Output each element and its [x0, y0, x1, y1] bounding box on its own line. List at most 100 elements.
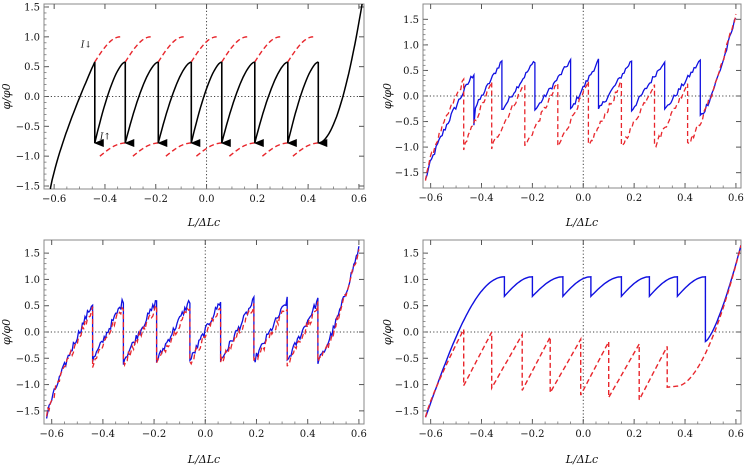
x-tick-label: 0.0	[575, 193, 591, 204]
x-tick-label: −0.4	[469, 193, 493, 204]
y-tick-label: −0.5	[16, 122, 40, 133]
series-branch-solid	[157, 61, 192, 144]
series-unstable-lower	[132, 142, 159, 157]
y-tick-label: 0.0	[403, 328, 419, 339]
y-tick-label: 1.0	[24, 32, 40, 43]
series-branch-solid	[49, 61, 96, 189]
x-tick-label: 0.2	[626, 193, 642, 204]
y-tick-label: −1.5	[16, 182, 40, 193]
series-unstable-upper	[221, 36, 248, 63]
y-tick-label: 1.5	[24, 249, 40, 260]
series-unstable-lower	[261, 142, 288, 157]
x-axis-label: L/ΔLc	[187, 216, 220, 229]
y-tick-label: 0.0	[24, 328, 40, 339]
y-axis-label: φ/φ0	[381, 83, 394, 109]
y-tick-label: 0.0	[24, 92, 40, 103]
x-tick-label: 0.0	[199, 194, 215, 205]
panel-top-right: −0.6 −0.4 −0.2 0.0 0.2 0.4 0.6 −1.5 −1.0 −0.5 0.0 0…	[381, 3, 744, 229]
x-tick-label: 0.2	[249, 429, 265, 440]
y-tick-label: −1.0	[395, 143, 419, 154]
y-tick-label: 0.5	[403, 301, 419, 312]
y-tick-label: 1.0	[403, 40, 419, 51]
series-unstable-lower	[195, 142, 222, 157]
series-unstable-lower	[292, 142, 319, 157]
series-unstable-lower	[99, 142, 126, 157]
series-increasing-sweep	[45, 246, 360, 419]
y-tick-label: 1.5	[24, 2, 40, 13]
y-tick-label: −0.5	[395, 117, 419, 128]
x-tick-label: 0.4	[677, 429, 693, 440]
y-tick-label: −1.5	[16, 406, 40, 417]
x-tick-label: −0.2	[520, 193, 544, 204]
y-tick-label: −0.5	[16, 354, 40, 365]
x-axis-label: L/ΔLc	[187, 453, 220, 466]
series-branch-solid	[124, 61, 159, 144]
x-tick-label: 0.4	[300, 194, 316, 205]
y-axis-label: φ/φ0	[0, 319, 13, 345]
y-tick-label: 0.5	[24, 301, 40, 312]
y-tick-label: −1.5	[395, 168, 419, 179]
x-tick-label: 0.4	[677, 193, 693, 204]
series-branch-solid	[190, 61, 223, 144]
y-tick-label: 0.0	[403, 92, 419, 103]
x-tick-label: −0.6	[42, 194, 66, 205]
x-tick-label: 0.6	[351, 194, 367, 205]
series-decreasing-sweep	[424, 13, 737, 181]
y-tick-label: −0.5	[395, 354, 419, 365]
x-tick-label: 0.0	[197, 429, 213, 440]
x-tick-label: −0.6	[418, 429, 442, 440]
y-tick-label: −1.0	[16, 152, 40, 163]
y-tick-label: 1.5	[403, 15, 419, 26]
series-decreasing-sweep	[45, 249, 360, 417]
x-tick-label: 0.0	[575, 429, 591, 440]
y-tick-label: −1.0	[395, 380, 419, 391]
annotation-i-up: I↑	[99, 132, 111, 142]
x-tick-label: 0.6	[728, 193, 744, 204]
series-branch-solid	[94, 61, 126, 144]
x-tick-label: −0.4	[91, 429, 115, 440]
x-tick-label: −0.2	[144, 194, 168, 205]
panel-bottom-right: −0.6 −0.4 −0.2 0.0 0.2 0.4 0.6 −1.5 −1.0 −0.5 0.0 0…	[381, 239, 744, 466]
panel-bottom-left: −0.6 −0.4 −0.2 0.0 0.2 0.4 0.6 −1.5 −1.0 −0.5 0.0 0…	[0, 239, 367, 466]
series-unstable-upper	[157, 36, 184, 63]
series-unstable-upper	[287, 36, 314, 63]
x-axis-label: L/ΔLc	[565, 453, 598, 466]
x-tick-label: −0.6	[40, 429, 64, 440]
x-tick-label: −0.6	[418, 193, 442, 204]
y-tick-label: 1.0	[403, 275, 419, 286]
y-tick-label: 1.5	[403, 249, 419, 260]
y-tick-label: 1.0	[24, 275, 40, 286]
y-axis-label: φ/φ0	[381, 319, 394, 345]
x-tick-label: 0.2	[626, 429, 642, 440]
x-tick-label: 0.4	[300, 429, 316, 440]
series-unstable-lower	[165, 142, 192, 157]
y-tick-label: 0.5	[24, 62, 40, 73]
y-axis-label: φ/φ0	[0, 83, 13, 109]
series-branch-solid	[221, 61, 256, 144]
series-increasing-sweep	[424, 245, 741, 418]
series-branch-solid	[287, 61, 319, 144]
series-decreasing-sweep	[424, 245, 741, 418]
x-tick-label: −0.4	[93, 194, 117, 205]
series-branch-solid	[318, 4, 363, 144]
y-tick-label: 0.5	[403, 66, 419, 77]
series-increasing-sweep	[424, 17, 737, 180]
panel-top-left: −0.6 −0.4 −0.2 0.0 0.2 0.4 0.6 −1.5 −1.0 −0.5 0.0 0…	[0, 2, 367, 229]
y-tick-label: −1.5	[395, 406, 419, 417]
series-unstable-upper	[124, 36, 151, 63]
y-tick-label: −1.0	[16, 380, 40, 391]
x-tick-label: −0.2	[142, 429, 166, 440]
annotation-i-down: I↓	[80, 41, 92, 51]
x-tick-label: 0.6	[351, 429, 367, 440]
x-tick-label: 0.6	[728, 429, 744, 440]
series-unstable-lower	[228, 142, 255, 157]
series-unstable-upper	[190, 36, 217, 63]
x-tick-label: 0.2	[249, 194, 265, 205]
series-unstable-upper	[254, 36, 281, 63]
series-branch-solid	[254, 61, 289, 144]
x-axis-label: L/ΔLc	[565, 216, 598, 229]
series-unstable-upper	[94, 36, 121, 63]
x-tick-label: −0.2	[520, 429, 544, 440]
x-tick-label: −0.4	[469, 429, 493, 440]
